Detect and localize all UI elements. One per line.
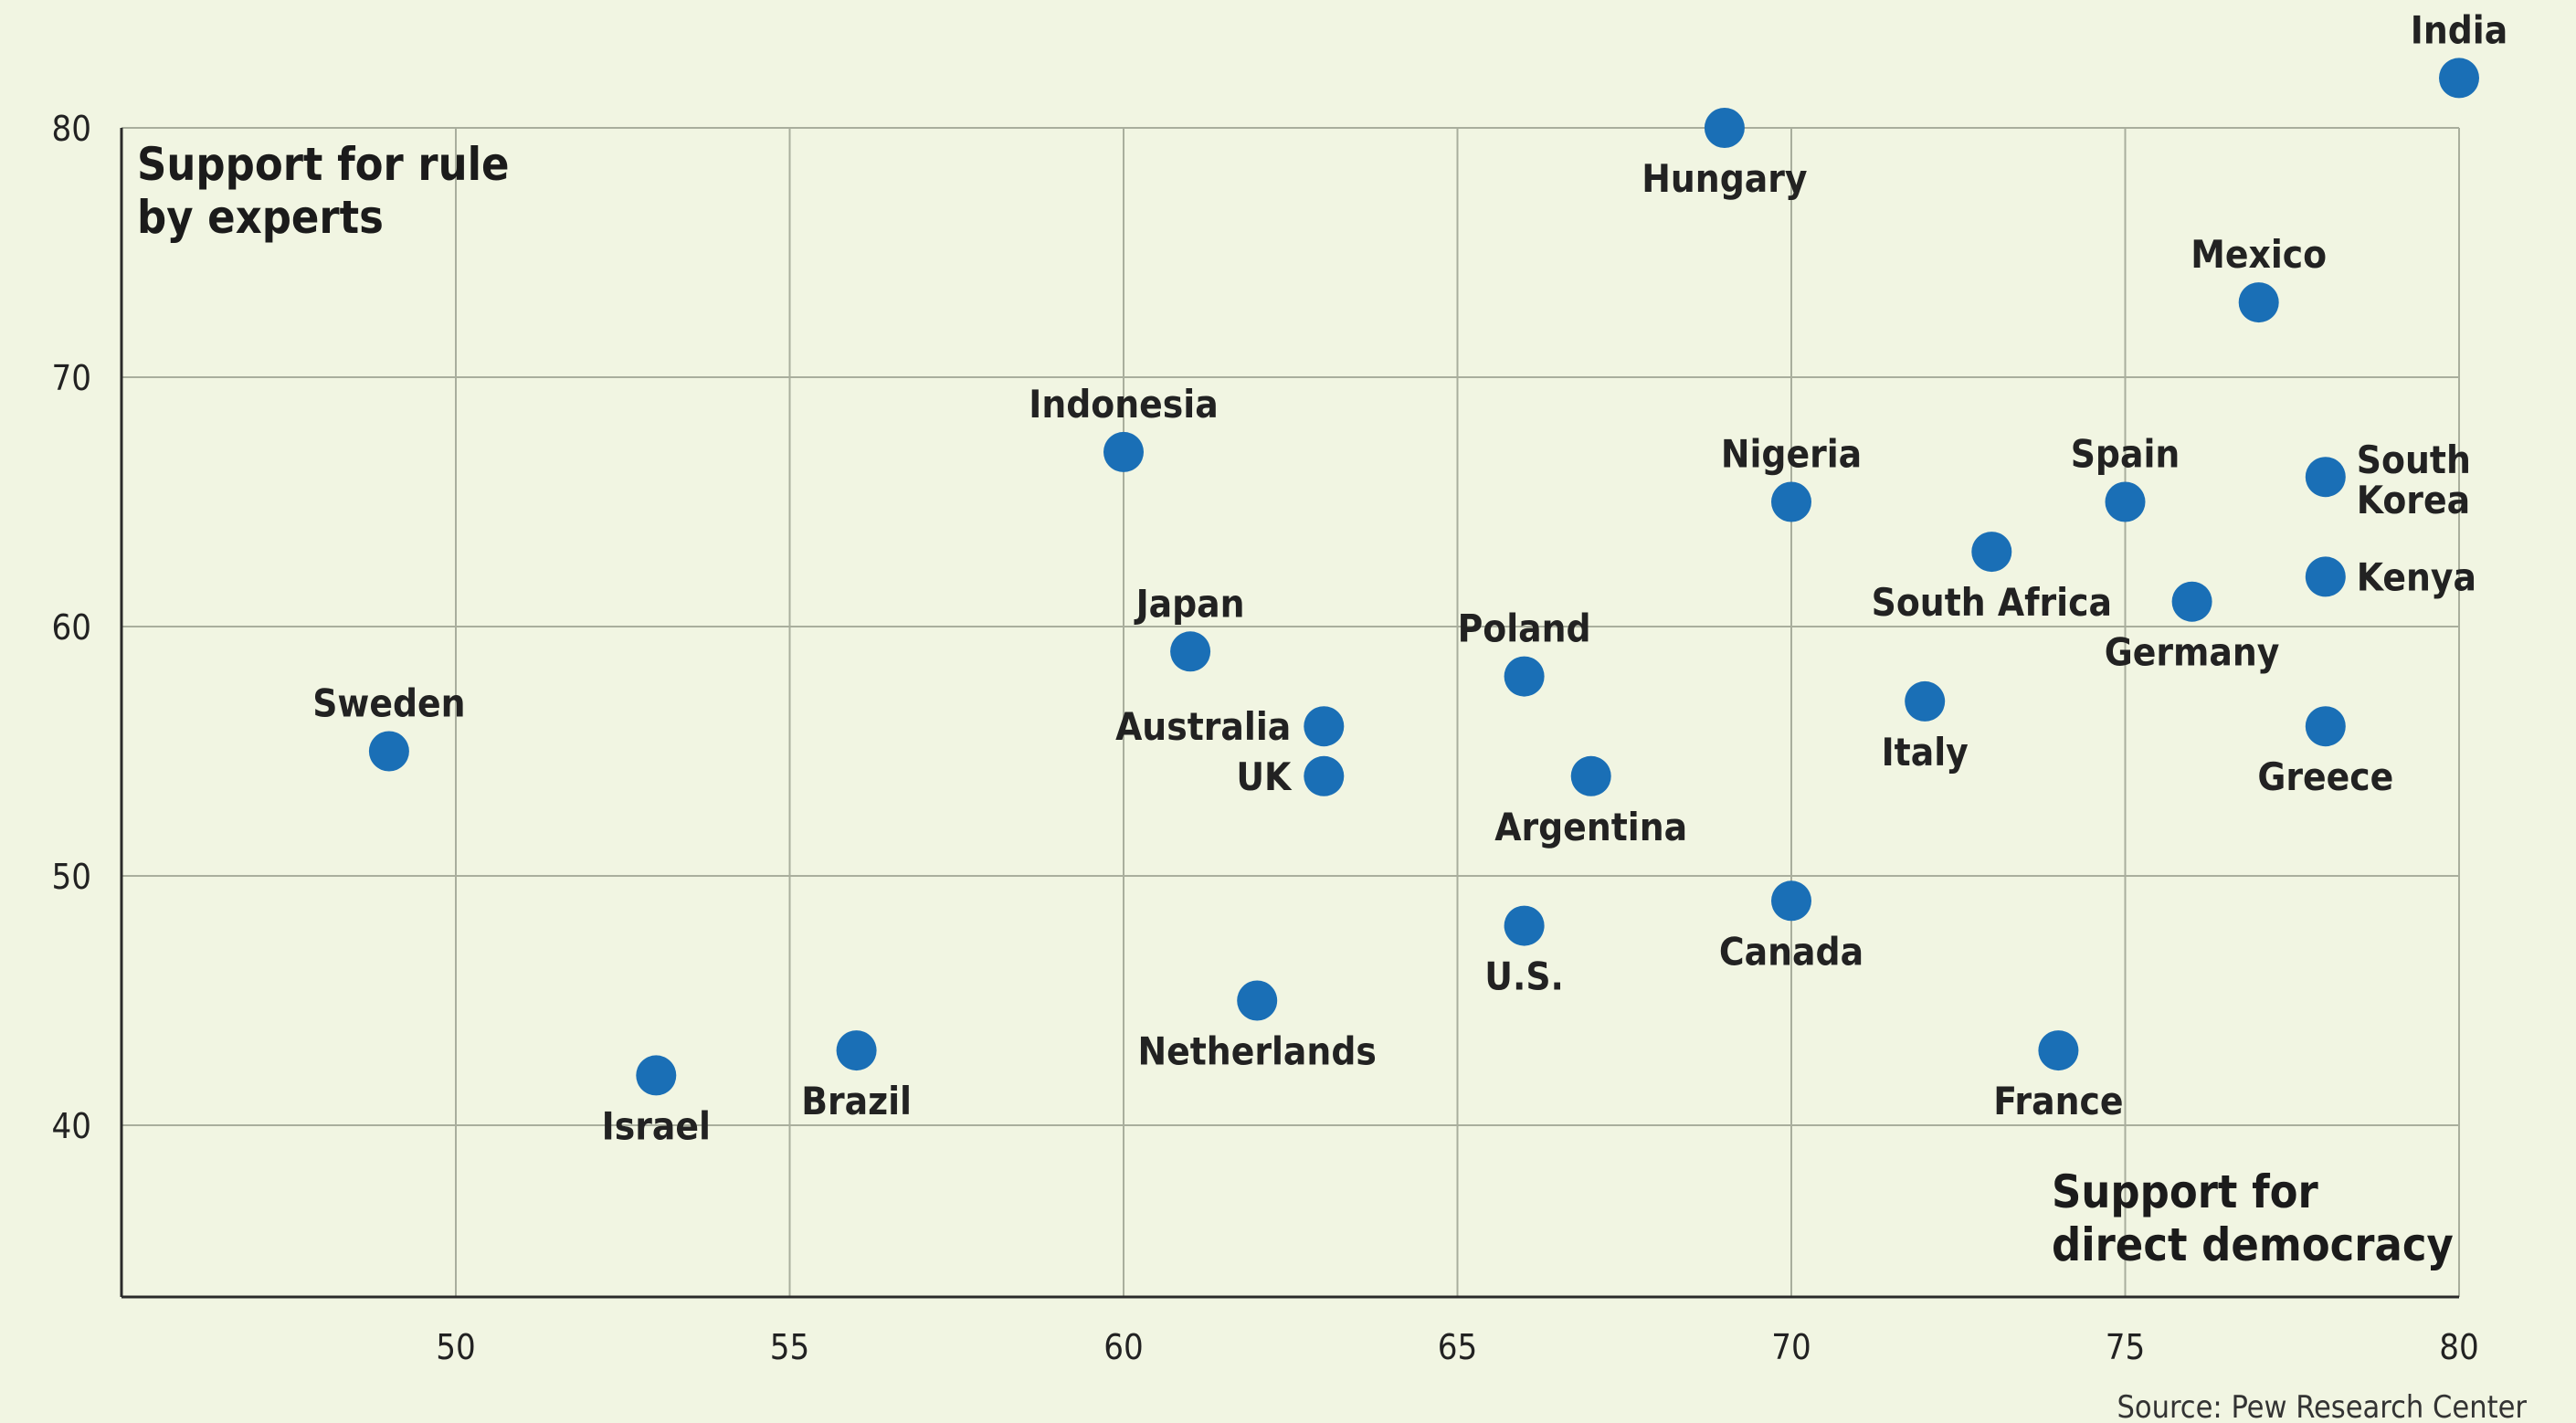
point-south-korea bbox=[2305, 457, 2346, 498]
point-label-spain: Spain bbox=[2071, 432, 2180, 477]
point-indonesia bbox=[1103, 431, 1144, 472]
point-label-germany: Germany bbox=[2105, 630, 2280, 675]
x-tick-label: 65 bbox=[1438, 1327, 1478, 1367]
x-tick-label: 80 bbox=[2439, 1327, 2479, 1367]
point-brazil bbox=[836, 1030, 877, 1071]
point-japan bbox=[1170, 631, 1211, 672]
point-australia bbox=[1304, 706, 1345, 747]
point-label-netherlands: Netherlands bbox=[1137, 1029, 1376, 1074]
point-kenya bbox=[2305, 556, 2346, 597]
y-tick-label: 50 bbox=[52, 857, 92, 897]
point-germany bbox=[2171, 581, 2212, 622]
point-label-italy: Italy bbox=[1882, 730, 1969, 775]
y-axis-ticks: 40 50 60 70 80 bbox=[52, 109, 92, 1146]
point-label-nigeria: Nigeria bbox=[1721, 432, 1862, 477]
x-tick-label: 55 bbox=[770, 1327, 810, 1367]
point-label-indonesia: Indonesia bbox=[1029, 382, 1218, 427]
point-label-israel: Israel bbox=[602, 1103, 711, 1148]
y-axis-title-line-2: by experts bbox=[137, 191, 384, 244]
data-points: India Hungary Mexico Indonesia Nigeria Spain S… bbox=[312, 7, 2507, 1148]
point-france bbox=[2038, 1030, 2079, 1071]
point-spain bbox=[2105, 481, 2146, 522]
gridlines bbox=[121, 127, 2460, 1297]
point-label-kenya: Kenya bbox=[2357, 554, 2476, 599]
point-canada bbox=[1771, 880, 1811, 922]
point-label-south-korea: South Korea bbox=[2357, 437, 2471, 522]
point-label-line: South bbox=[2357, 437, 2471, 482]
point-u-s bbox=[1504, 905, 1545, 946]
x-tick-label: 50 bbox=[436, 1327, 476, 1367]
x-axis-ticks: 50 55 60 65 70 75 80 bbox=[436, 1327, 2479, 1367]
point-label-japan: Japan bbox=[1134, 581, 1245, 626]
point-uk bbox=[1304, 755, 1345, 796]
point-israel bbox=[636, 1055, 677, 1096]
point-poland bbox=[1504, 656, 1545, 697]
point-italy bbox=[1905, 680, 1946, 722]
x-axis-title: Support for direct democracy bbox=[2052, 1165, 2454, 1271]
point-label-sweden: Sweden bbox=[312, 681, 465, 726]
point-label-india: India bbox=[2411, 7, 2507, 52]
axes bbox=[120, 128, 2459, 1299]
y-tick-label: 70 bbox=[52, 358, 92, 398]
x-tick-label: 60 bbox=[1103, 1327, 1144, 1367]
point-label-brazil: Brazil bbox=[801, 1079, 912, 1123]
point-mexico bbox=[2238, 282, 2279, 323]
point-label-line: Korea bbox=[2357, 478, 2470, 522]
point-nigeria bbox=[1771, 481, 1811, 522]
point-label-greece: Greece bbox=[2257, 754, 2393, 799]
point-south-africa bbox=[1971, 532, 2012, 573]
point-label-south-africa: South Africa bbox=[1872, 580, 2112, 625]
point-greece bbox=[2305, 706, 2346, 747]
point-label-poland: Poland bbox=[1458, 606, 1591, 651]
point-label-uk: UK bbox=[1236, 754, 1293, 799]
point-label-france: France bbox=[1993, 1079, 2123, 1123]
source-note: Source: Pew Research Center bbox=[2117, 1389, 2527, 1423]
point-label-australia: Australia bbox=[1115, 704, 1291, 749]
point-argentina bbox=[1570, 755, 1611, 796]
x-axis-title-line-2: direct democracy bbox=[2052, 1218, 2454, 1271]
x-tick-label: 75 bbox=[2106, 1327, 2146, 1367]
point-label-mexico: Mexico bbox=[2191, 232, 2327, 277]
point-label-hungary: Hungary bbox=[1642, 156, 1807, 201]
y-tick-label: 60 bbox=[52, 607, 92, 648]
point-hungary bbox=[1704, 108, 1745, 148]
y-axis-title-line-1: Support for rule bbox=[137, 138, 510, 191]
point-sweden bbox=[368, 731, 409, 772]
point-netherlands bbox=[1237, 980, 1278, 1021]
y-axis-title: Support for rule by experts bbox=[137, 138, 523, 244]
y-tick-label: 40 bbox=[52, 1106, 92, 1146]
point-label-canada: Canada bbox=[1719, 929, 1863, 974]
x-axis-title-line-1: Support for bbox=[2052, 1165, 2319, 1218]
x-tick-label: 70 bbox=[1771, 1327, 1811, 1367]
point-label-argentina: Argentina bbox=[1494, 805, 1687, 849]
y-tick-label: 80 bbox=[52, 109, 92, 149]
point-label-u-s: U.S. bbox=[1484, 954, 1564, 999]
point-india bbox=[2439, 58, 2479, 99]
